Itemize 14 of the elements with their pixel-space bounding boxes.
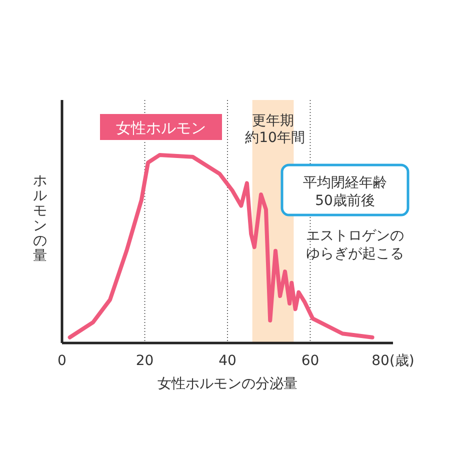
x-tick-label: 40: [218, 353, 236, 369]
annotation: ゆらぎが起こる: [306, 246, 404, 262]
y-axis-title: ホルモンの量: [33, 173, 47, 264]
annotation: 平均閉経年齢: [303, 175, 387, 191]
x-axis-title: 女性ホルモンの分泌量: [158, 376, 298, 392]
band-label: 更年期: [252, 113, 294, 129]
x-tick-label: 0: [58, 353, 66, 369]
x-tick-label: 60: [301, 353, 320, 369]
x-tick-label: 80(歳): [372, 353, 414, 369]
annotation: 50歳前後: [315, 193, 375, 209]
text: 約10年間: [245, 130, 305, 146]
series-label: 女性ホルモン: [116, 119, 206, 137]
x-tick-label: 20: [136, 353, 154, 369]
annotation: エストロゲンの: [306, 228, 404, 244]
